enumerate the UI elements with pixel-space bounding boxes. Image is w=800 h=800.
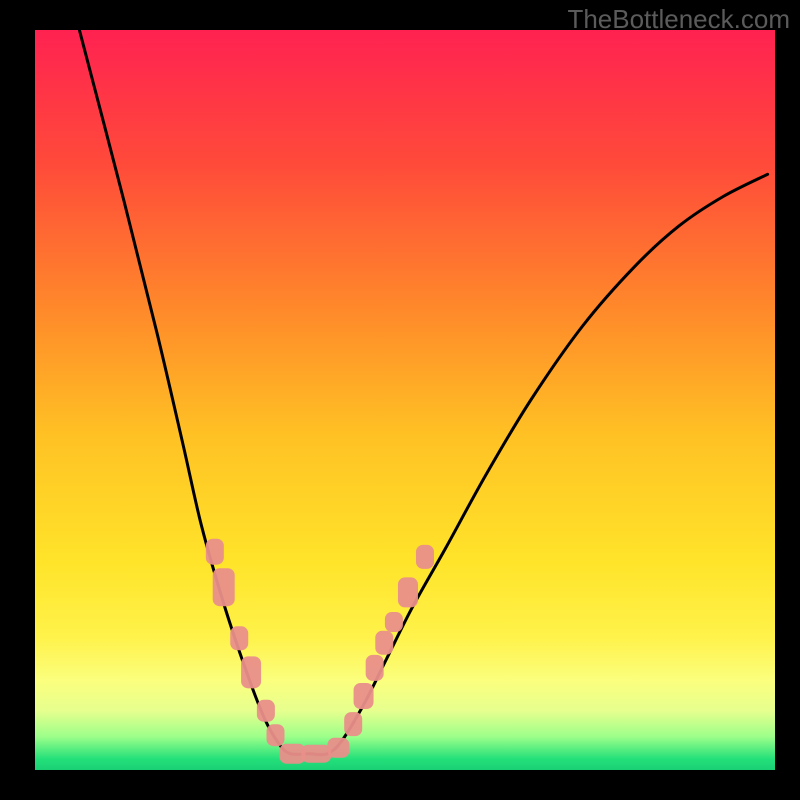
scatter-marker <box>267 724 285 746</box>
scatter-marker <box>416 545 434 569</box>
scatter-marker <box>344 712 362 736</box>
scatter-marker <box>301 745 331 763</box>
chart-container: TheBottleneck.com <box>0 0 800 800</box>
scatter-marker <box>398 577 418 607</box>
plot-background <box>35 30 775 770</box>
scatter-marker <box>241 656 261 688</box>
scatter-marker <box>354 683 374 709</box>
scatter-marker <box>375 631 393 655</box>
watermark-label: TheBottleneck.com <box>567 4 790 35</box>
scatter-marker <box>257 700 275 722</box>
bottleneck-chart <box>0 0 800 800</box>
scatter-marker <box>213 568 235 606</box>
scatter-marker <box>230 626 248 650</box>
scatter-marker <box>366 655 384 681</box>
scatter-marker <box>385 612 403 632</box>
scatter-marker <box>327 738 349 758</box>
scatter-marker <box>206 539 224 565</box>
